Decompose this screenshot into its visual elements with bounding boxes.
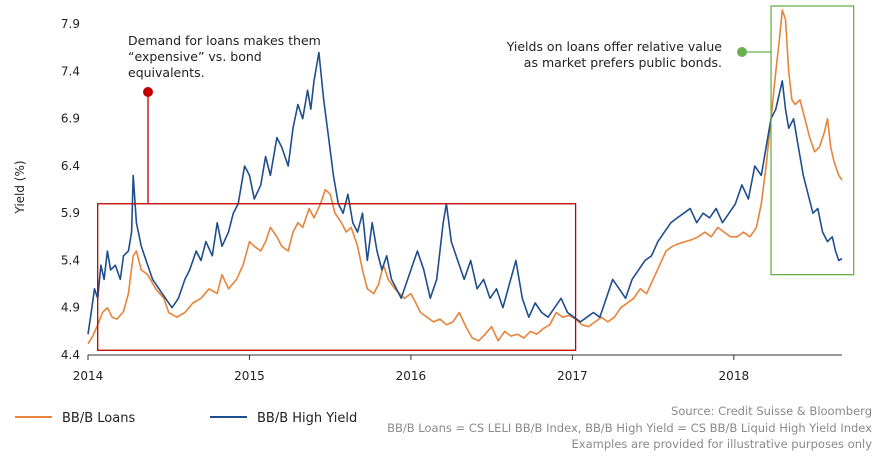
x-tick-label: 2017: [557, 369, 588, 383]
annotations: Demand for loans makes them “expensive” v…: [97, 5, 855, 351]
series-lines: [87, 9, 843, 345]
callout-line: as market prefers public bonds.: [524, 55, 722, 70]
callout-text-loans-expensive: Demand for loans makes them “expensive” v…: [128, 33, 321, 80]
y-tick-label: 6.9: [61, 112, 80, 126]
index-definitions: BB/B Loans = CS LELI BB/B Index, BB/B Hi…: [387, 421, 872, 435]
callout-line: Demand for loans makes them: [128, 33, 321, 48]
y-axis-ticks: 4.4 4.9 5.4 5.9 6.4 6.9 7.4 7.9: [61, 17, 80, 362]
y-tick-label: 5.9: [61, 206, 80, 220]
series-line-loans: [87, 9, 843, 345]
callout-box-loans-value: [770, 5, 855, 276]
x-tick-label: 2016: [396, 369, 427, 383]
x-tick-label: 2018: [719, 369, 750, 383]
y-tick-label: 6.4: [61, 159, 80, 173]
series-line-high-yield: [87, 51, 843, 335]
callout-dot-loans-value: [737, 47, 747, 57]
callout-dot-loans-expensive: [143, 87, 153, 97]
source-note: Source: Credit Suisse & Bloomberg: [671, 404, 872, 418]
legend-label-high-yield: BB/B High Yield: [257, 411, 357, 426]
callout-box-loans-expensive: [97, 203, 577, 351]
y-tick-label: 4.4: [61, 348, 80, 362]
y-tick-label: 7.9: [61, 17, 80, 31]
y-tick-label: 4.9: [61, 301, 80, 315]
x-tick-label: 2015: [234, 369, 265, 383]
y-tick-label: 7.4: [61, 64, 80, 78]
x-tick-label: 2014: [73, 369, 104, 383]
legend-label-loans: BB/B Loans: [62, 411, 135, 426]
y-axis-label: Yield (%): [13, 160, 27, 214]
y-tick-label: 5.4: [61, 253, 80, 267]
callout-line: “expensive” vs. bond: [128, 49, 262, 64]
callout-text-loans-value: Yields on loans offer relative value as m…: [506, 39, 723, 70]
legend: BB/B Loans BB/B High Yield: [15, 411, 357, 426]
callout-line: equivalents.: [128, 65, 205, 80]
disclaimer: Examples are provided for illustrative p…: [572, 437, 873, 451]
x-axis-ticks: 2014 2015 2016 2017 2018: [73, 355, 749, 383]
callout-line: Yields on loans offer relative value: [506, 39, 723, 54]
